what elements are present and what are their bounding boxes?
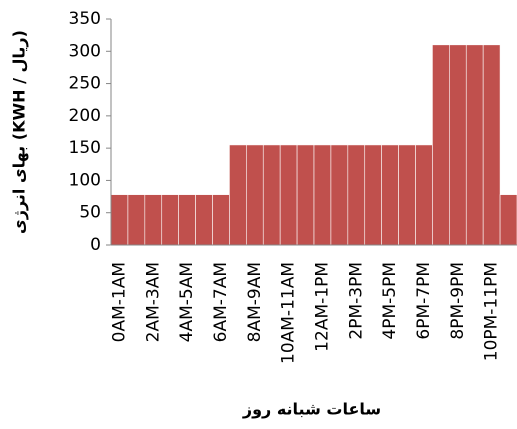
- y-tick-label: 50: [79, 203, 101, 223]
- y-tick-label: 350: [69, 9, 101, 29]
- x-tick-label: 2PM-3PM: [346, 262, 366, 340]
- y-tick-label: 200: [69, 106, 101, 126]
- x-tick-label: 10AM-11AM: [279, 262, 299, 364]
- bar: [449, 44, 467, 246]
- bar: [212, 194, 230, 246]
- y-tick-label: 100: [69, 170, 101, 190]
- bar: [296, 144, 315, 246]
- x-tick-label: 6PM-7PM: [414, 262, 434, 340]
- bar: [398, 144, 416, 246]
- y-tick-label: 150: [69, 138, 101, 158]
- bar: [313, 144, 332, 246]
- x-tick-label: 2AM-3AM: [143, 262, 163, 342]
- x-tick-label: 0AM-1AM: [109, 262, 129, 342]
- bar: [246, 144, 264, 246]
- bar: [195, 194, 213, 246]
- bar: [330, 144, 349, 246]
- bar: [144, 194, 163, 246]
- y-tick-label: 300: [69, 41, 101, 61]
- bar: [347, 144, 366, 246]
- x-tick-label: 12AM-1PM: [312, 262, 332, 352]
- x-tick-label: 4AM-5AM: [177, 262, 197, 342]
- bar: [161, 194, 179, 246]
- x-tick-label: 8AM-9AM: [245, 262, 265, 342]
- x-tick-label: 10PM-11PM: [482, 262, 502, 361]
- y-tick-label: 250: [69, 74, 101, 94]
- bar: [178, 194, 196, 246]
- x-axis-title: ساعات شبانه روز: [242, 400, 381, 419]
- bar: [364, 144, 382, 246]
- bar: [279, 144, 298, 246]
- bar: [499, 194, 517, 246]
- bar: [110, 194, 129, 246]
- x-tick-label: 8PM-9PM: [448, 262, 468, 340]
- bar: [465, 44, 484, 246]
- bar: [229, 144, 247, 246]
- bar: [127, 194, 146, 246]
- bar: [381, 144, 399, 246]
- x-tick-label: 6AM-7AM: [211, 262, 231, 342]
- y-tick-label: 0: [90, 235, 101, 255]
- y-axis-title: بهای انرژی (KWH / ریال): [10, 30, 29, 234]
- bar: [415, 144, 433, 246]
- x-tick-label: 4PM-5PM: [380, 262, 400, 340]
- bar: [482, 44, 501, 246]
- bar: [262, 144, 281, 246]
- bar: [432, 44, 450, 246]
